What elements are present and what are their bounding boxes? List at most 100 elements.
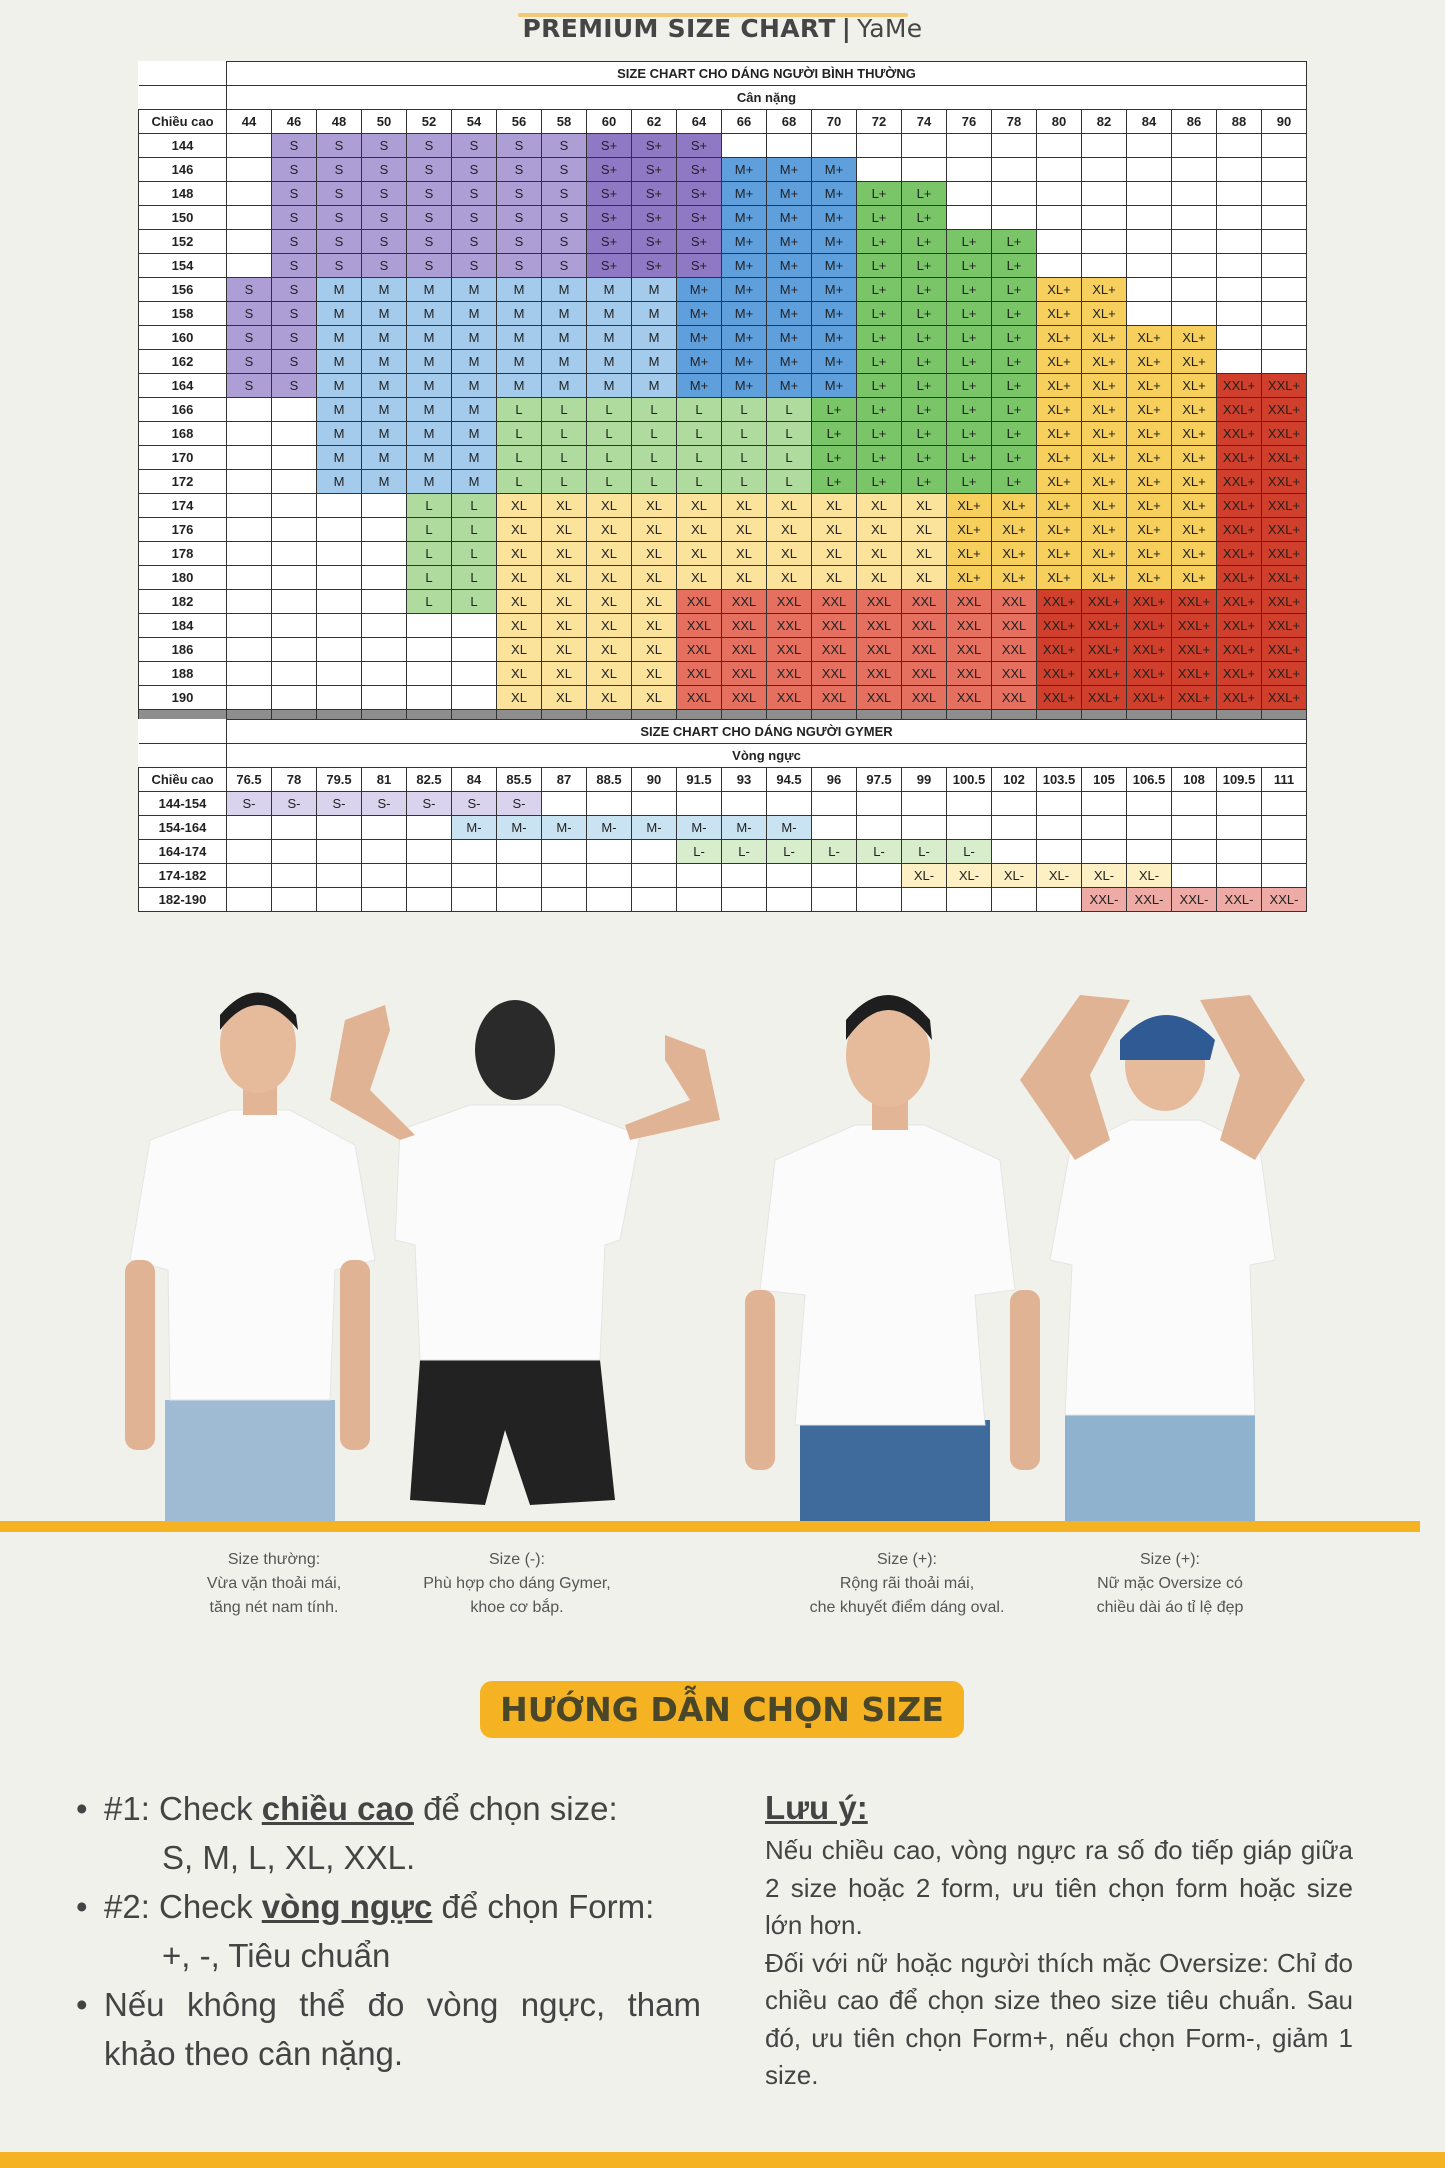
empty-cell <box>1036 133 1082 158</box>
size-cell: M <box>361 301 407 326</box>
empty-cell <box>1126 181 1172 206</box>
empty-cell <box>1171 253 1217 278</box>
empty-cell <box>271 493 317 518</box>
empty-cell <box>586 887 632 912</box>
empty-cell <box>271 637 317 662</box>
size-cell: M <box>316 277 362 302</box>
empty-cell <box>1216 133 1262 158</box>
empty-cell <box>631 863 677 888</box>
size-cell: XL+ <box>1081 469 1127 494</box>
divider-bar <box>0 1521 1420 1532</box>
size-cell: M+ <box>721 349 767 374</box>
size-cell: M+ <box>766 181 812 206</box>
size-cell: XL <box>631 661 677 686</box>
empty-cell <box>856 157 902 182</box>
size-cell: L+ <box>901 325 947 350</box>
size-cell: M <box>631 349 677 374</box>
size-cell: XL <box>631 685 677 710</box>
size-cell: L+ <box>991 421 1037 446</box>
size-cell: XXL+ <box>1261 373 1307 398</box>
row-label: 160 <box>138 325 227 350</box>
size-cell: XXL+ <box>1216 445 1262 470</box>
size-cell: L <box>631 421 677 446</box>
empty-cell <box>271 685 317 710</box>
size-cell: XXL+ <box>1261 469 1307 494</box>
empty-cell <box>856 791 902 816</box>
size-cell: S <box>406 181 452 206</box>
size-cell: XXL+ <box>1126 685 1172 710</box>
size-cell: XL <box>811 493 857 518</box>
empty-cell <box>1081 181 1127 206</box>
empty-cell <box>1081 133 1127 158</box>
size-cell: XL <box>631 565 677 590</box>
empty-cell <box>361 685 407 710</box>
size-cell: XL <box>721 565 767 590</box>
size-cell: XL <box>496 541 542 566</box>
size-cell: M <box>496 301 542 326</box>
column-header: 78 <box>991 109 1037 134</box>
size-cell: L <box>631 397 677 422</box>
empty-cell <box>676 791 722 816</box>
row-label: 156 <box>138 277 227 302</box>
row-label: 190 <box>138 685 227 710</box>
size-cell: XL <box>496 517 542 542</box>
row-label: 162 <box>138 349 227 374</box>
size-cell: M <box>541 349 587 374</box>
size-cell: S+ <box>586 229 632 254</box>
size-cell: XXL <box>901 637 947 662</box>
size-cell: XL <box>901 517 947 542</box>
size-cell: L+ <box>856 325 902 350</box>
size-cell: M <box>361 349 407 374</box>
row-label: 182-190 <box>138 887 227 912</box>
size-cell: XXL+ <box>1261 541 1307 566</box>
size-cell: S- <box>496 791 542 816</box>
empty-cell <box>406 863 452 888</box>
empty-cell <box>316 661 362 686</box>
size-cell: XXL+ <box>1036 685 1082 710</box>
size-cell: XXL <box>946 589 992 614</box>
empty-cell <box>226 445 272 470</box>
step-text: để chọn size: <box>413 1790 618 1827</box>
size-cell: S <box>361 253 407 278</box>
empty-cell <box>361 863 407 888</box>
size-cell: M <box>406 349 452 374</box>
size-cell: XXL <box>901 685 947 710</box>
empty-cell <box>721 863 767 888</box>
empty-cell <box>406 887 452 912</box>
table-row: 164-174 L- L- L- L- L- L- L- <box>138 839 1307 864</box>
table-row: 144-154 S- S- S- S- S- S- S- <box>138 791 1307 816</box>
size-cell: XL+ <box>1126 541 1172 566</box>
empty-cell <box>226 469 272 494</box>
size-cell: XXL+ <box>1216 565 1262 590</box>
size-cell: XXL+ <box>1171 637 1217 662</box>
size-cell: XL <box>676 493 722 518</box>
table-row: 180 L L XL XL XL XL XL XL XL XL XL XL XL+ XL+ XL+ XL+ XL+… <box>138 565 1307 590</box>
size-cell: XXL <box>676 685 722 710</box>
size-cell: L+ <box>991 445 1037 470</box>
size-cell: XL+ <box>1036 445 1082 470</box>
size-cell: L- <box>721 839 767 864</box>
size-cell: XXL <box>991 661 1037 686</box>
size-cell: XL+ <box>1126 325 1172 350</box>
size-cell: M+ <box>766 253 812 278</box>
empty-cell <box>226 589 272 614</box>
size-cell: L+ <box>901 301 947 326</box>
empty-cell <box>226 229 272 254</box>
size-cell: XXL+ <box>1081 685 1127 710</box>
empty-cell <box>361 887 407 912</box>
size-cell: XL <box>541 565 587 590</box>
size-cell: XXL <box>856 613 902 638</box>
size-cell: S <box>226 349 272 374</box>
empty-cell <box>451 685 497 710</box>
size-cell: XL+ <box>1171 445 1217 470</box>
empty-cell <box>1036 887 1082 912</box>
size-cell: L+ <box>811 397 857 422</box>
size-cell: S+ <box>676 229 722 254</box>
size-cell: M <box>631 373 677 398</box>
empty-cell <box>271 565 317 590</box>
size-cell: S <box>361 181 407 206</box>
size-cell: S+ <box>676 133 722 158</box>
size-cell: XXL+ <box>1171 685 1217 710</box>
table-row: 178 L L XL XL XL XL XL XL XL XL XL XL XL+ XL+ XL+ XL+ XL+… <box>138 541 1307 566</box>
size-cell: XL <box>676 517 722 542</box>
